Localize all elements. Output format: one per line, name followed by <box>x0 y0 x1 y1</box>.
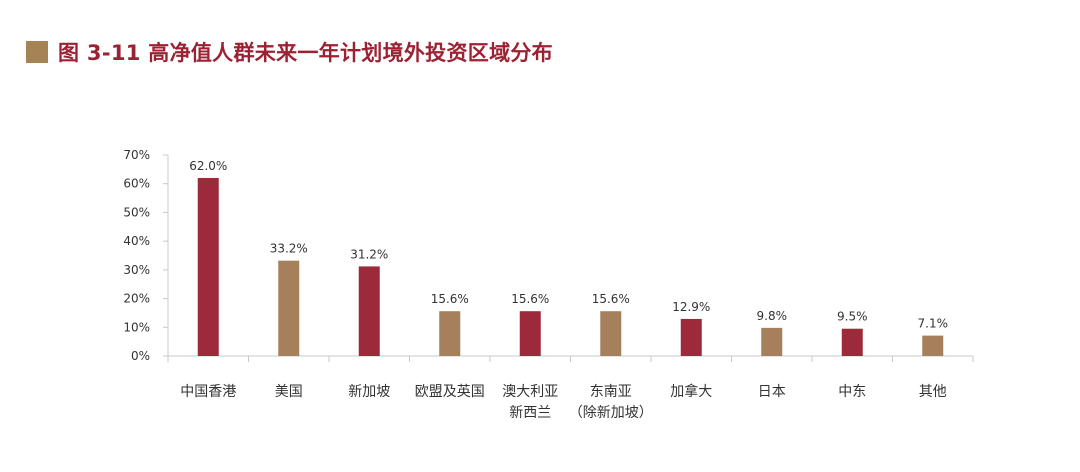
data-label: 33.2% <box>270 242 308 256</box>
title-square-icon <box>26 41 48 63</box>
data-label: 62.0% <box>189 159 227 173</box>
data-label: 15.6% <box>511 292 549 306</box>
y-tick-label: 10% <box>123 320 150 334</box>
bar <box>519 311 541 356</box>
data-label: 12.9% <box>672 300 710 314</box>
data-label: 15.6% <box>592 292 630 306</box>
data-label: 9.5% <box>837 310 868 324</box>
bar <box>278 260 300 356</box>
bar <box>841 328 863 356</box>
category-label: 中国香港 <box>180 384 236 400</box>
category-label: 新加坡 <box>348 384 390 400</box>
category-label: 新西兰 <box>509 405 551 421</box>
category-label: 日本 <box>758 384 786 400</box>
bar <box>761 327 783 356</box>
data-label: 31.2% <box>350 247 388 261</box>
x-axis <box>167 355 974 362</box>
y-tick-label: 70% <box>123 148 150 162</box>
bars <box>197 177 944 356</box>
data-label: 9.8% <box>757 309 788 323</box>
category-label: 澳大利亚 <box>502 384 558 400</box>
chart-title: 图 3-11 高净值人群未来一年计划境外投资区域分布 <box>58 41 553 65</box>
y-tick-label: 50% <box>123 205 150 219</box>
y-axis: 0% 10% 20% 30% 40% 50% 60% 70% <box>123 148 169 363</box>
data-labels: 62.0% 33.2% 31.2% 15.6% 15.6% 15.6% 12.9% 9.8% 9… <box>189 159 948 331</box>
y-tick-label: 20% <box>123 292 150 306</box>
chart-title-row: 图 3-11 高净值人群未来一年计划境外投资区域分布 <box>26 36 553 68</box>
category-label: 中东 <box>838 384 866 400</box>
category-label: 美国 <box>275 384 303 400</box>
y-tick-label: 0% <box>131 349 150 363</box>
y-tick-label: 30% <box>123 263 150 277</box>
bar <box>600 311 622 356</box>
bar <box>358 266 380 356</box>
y-tick-label: 60% <box>123 177 150 191</box>
bar <box>439 311 461 356</box>
bar <box>922 335 944 356</box>
data-label: 15.6% <box>431 292 469 306</box>
data-label: 7.1% <box>918 317 949 331</box>
category-label: （除新加坡） <box>569 405 653 421</box>
category-label: 欧盟及英国 <box>415 383 485 400</box>
y-tick-label: 40% <box>123 234 150 248</box>
category-label: 其他 <box>919 384 947 400</box>
bar <box>197 177 219 356</box>
category-label: 东南亚 <box>590 384 632 400</box>
bar <box>680 318 702 356</box>
category-label: 加拿大 <box>670 383 712 400</box>
